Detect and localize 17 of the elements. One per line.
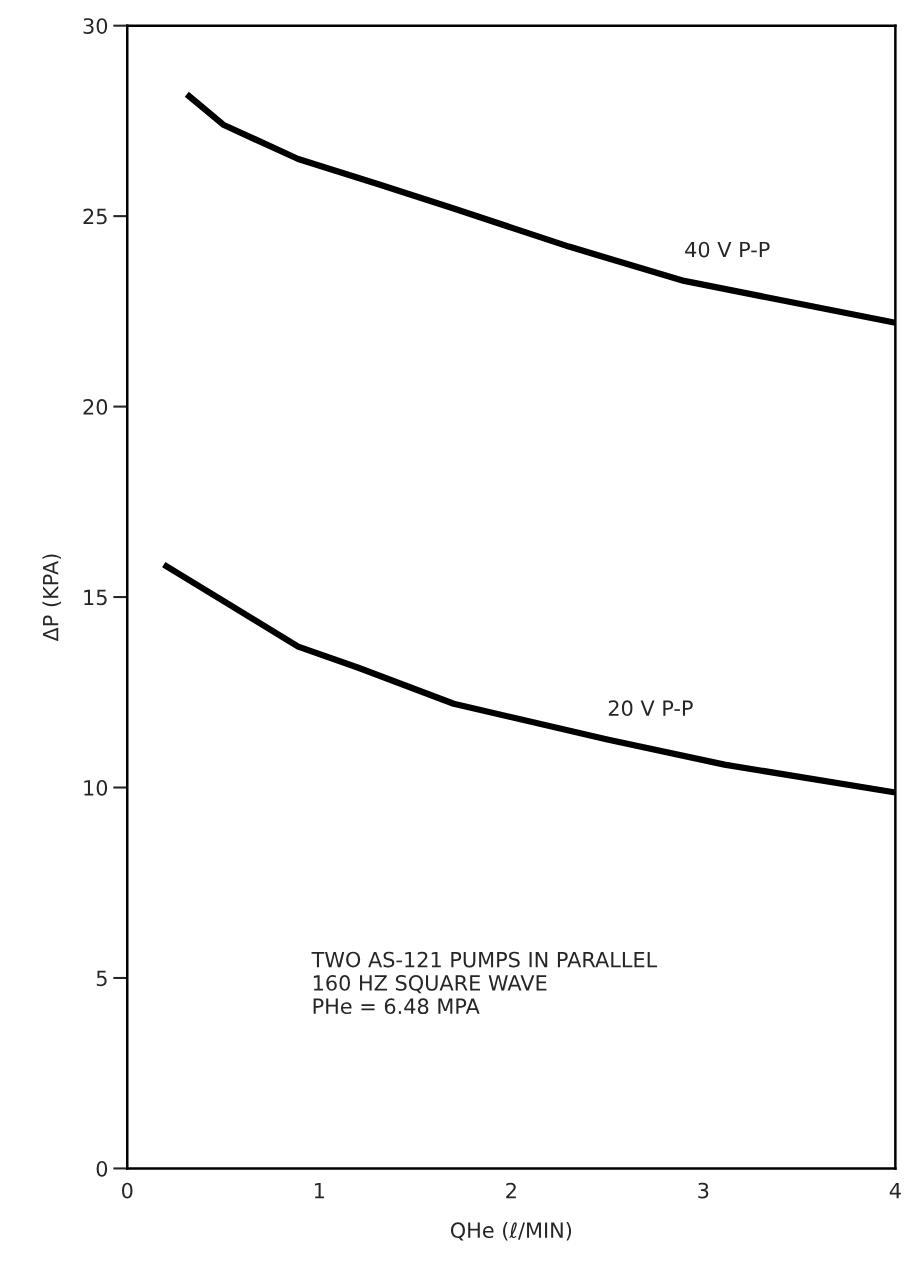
- x-tick-label: 3: [698, 1182, 709, 1199]
- y-tick-label: 10: [84, 779, 108, 796]
- series-label: 20 V P-P: [608, 700, 693, 717]
- y-tick-label: 25: [83, 208, 107, 225]
- series-label: 40 V P-P: [685, 241, 770, 258]
- x-tick-label: 0: [122, 1182, 133, 1199]
- x-tick-label: 2: [506, 1182, 516, 1199]
- x-axis-title: QHe (ℓ/MIN): [450, 1221, 572, 1241]
- y-tick-label: 20: [83, 399, 108, 415]
- x-tick-label: 1: [314, 1182, 324, 1199]
- x-tick-label: 4: [889, 1182, 901, 1199]
- y-tick-label: 0: [96, 1160, 108, 1177]
- y-axis-title: ΔP (KPA): [42, 554, 61, 642]
- y-tick-label: 30: [83, 18, 108, 34]
- y-tick-label: 15: [84, 589, 107, 606]
- y-tick-label: 5: [96, 970, 107, 987]
- annotation: TWO AS-121 PUMPS IN PARALLEL 160 HZ SQUARE WAVE PHe = 6.48 MPA: [311, 951, 658, 1015]
